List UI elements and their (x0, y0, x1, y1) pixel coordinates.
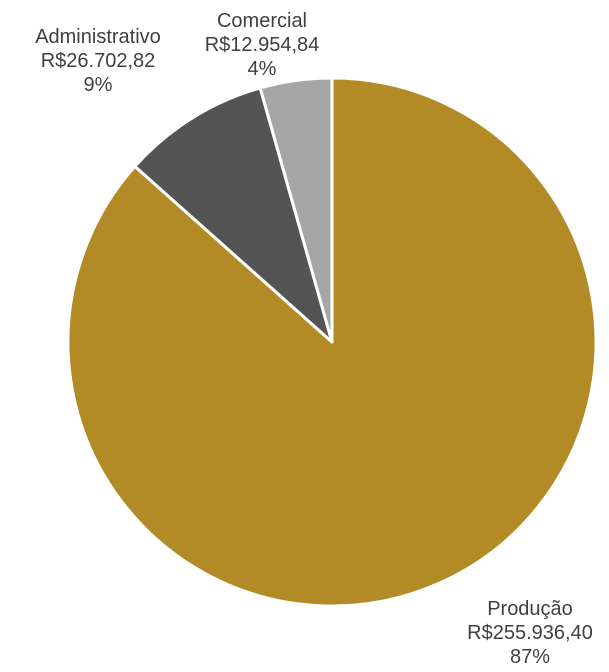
pie-slices (66, 76, 598, 608)
data-label-name: Administrativo (35, 26, 161, 48)
data-label-value: R$26.702,82 (41, 50, 156, 72)
data-label-producao: Produção R$255.936,40 87% (467, 598, 593, 668)
pie-slice-comercial (258, 76, 334, 344)
data-label-value: R$12.954,84 (205, 34, 320, 56)
data-label-percent: 9% (84, 74, 113, 96)
data-label-administrativo: Administrativo R$26.702,82 9% (35, 26, 161, 96)
data-label-percent: 4% (248, 58, 277, 80)
data-label-comercial: Comercial R$12.954,84 4% (205, 10, 320, 80)
data-label-name: Produção (487, 598, 573, 620)
data-label-value: R$255.936,40 (467, 622, 593, 644)
data-label-name: Comercial (217, 10, 307, 32)
pie-slice-administrativo (133, 86, 334, 344)
data-label-percent: 87% (510, 646, 550, 668)
data-labels: Produção R$255.936,40 87%Administrativo R$2… (35, 10, 593, 668)
